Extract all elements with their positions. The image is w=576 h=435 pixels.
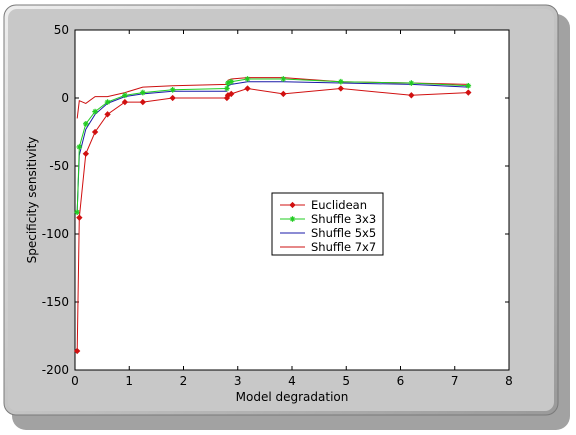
legend-item: Shuffle 3x3 <box>280 212 376 226</box>
y-tick-label: -100 <box>42 227 69 241</box>
data-point <box>224 85 230 92</box>
data-point <box>74 209 80 216</box>
data-point <box>280 76 287 82</box>
y-tick-label: -150 <box>42 295 69 309</box>
data-point <box>104 111 111 118</box>
series-line <box>76 81 469 211</box>
axes: 0 1 2 3 4 5 6 7 8 50 0 -50 -100 -150 -200 <box>42 23 513 388</box>
data-point <box>408 80 415 86</box>
y-tick-label: -50 <box>49 159 69 173</box>
x-tick-label: 4 <box>288 374 296 388</box>
data-point <box>104 99 111 105</box>
data-point <box>74 347 81 355</box>
data-point <box>121 98 129 106</box>
series-line <box>76 87 469 352</box>
legend-marker <box>289 216 296 222</box>
data-point <box>122 92 128 99</box>
data-point <box>91 128 99 136</box>
x-tick-label: 8 <box>505 374 513 388</box>
legend-item: Euclidean <box>280 198 367 212</box>
y-tick-label: 50 <box>54 23 69 37</box>
data-point <box>76 144 83 150</box>
data-point <box>280 90 287 98</box>
data-point <box>338 78 344 85</box>
x-tick-label: 1 <box>125 374 133 388</box>
data-point <box>92 108 98 115</box>
data-point <box>228 90 235 98</box>
series-shuffle-3x3 <box>74 76 472 216</box>
data-point <box>169 87 176 93</box>
legend-label: Euclidean <box>311 198 367 212</box>
y-tick-label: -200 <box>42 363 69 377</box>
legend-label: Shuffle 5x5 <box>311 226 376 240</box>
data-point <box>465 89 472 96</box>
series-line <box>76 78 469 213</box>
legend-box <box>271 192 384 256</box>
data-point <box>169 94 176 102</box>
data-point <box>465 82 472 89</box>
y-tick-label: 0 <box>61 91 69 105</box>
data-point <box>76 214 83 221</box>
data-point <box>244 76 251 82</box>
data-point <box>140 89 146 96</box>
legend-item: Shuffle 7x7 <box>280 240 376 254</box>
series-line <box>76 77 469 119</box>
y-axis-label: Specificity sensitivity <box>25 137 39 264</box>
legend-marker <box>289 201 296 209</box>
x-tick-label: 5 <box>342 374 350 388</box>
legend-label: Shuffle 7x7 <box>311 240 376 254</box>
x-tick-label: 6 <box>397 374 405 388</box>
data-point <box>408 92 415 99</box>
series-layer <box>74 76 472 355</box>
x-tick-label: 3 <box>234 374 242 388</box>
series-shuffle-7x7 <box>76 77 469 119</box>
data-point <box>244 85 251 92</box>
legend-item: Shuffle 5x5 <box>280 226 376 240</box>
data-point <box>337 85 344 92</box>
series-shuffle-5x5 <box>76 81 469 211</box>
data-point <box>228 78 235 85</box>
legend-label: Shuffle 3x3 <box>311 212 376 226</box>
series-euclidean <box>74 85 472 355</box>
x-tick-label: 7 <box>451 374 459 388</box>
x-tick-label: 2 <box>180 374 188 388</box>
x-axis-label: Model degradation <box>236 390 349 404</box>
x-tick-label: 0 <box>71 374 79 388</box>
data-point <box>83 121 89 127</box>
data-point <box>139 98 146 106</box>
data-point <box>82 150 90 157</box>
